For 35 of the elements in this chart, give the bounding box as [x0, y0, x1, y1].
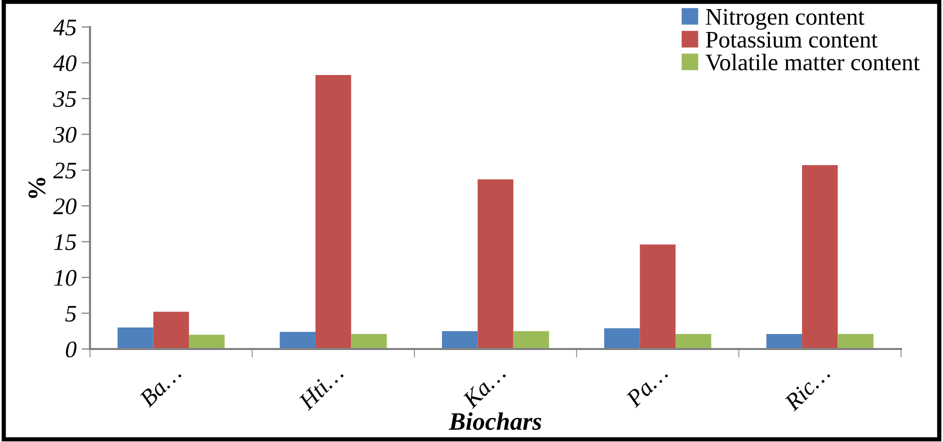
legend-label: Nitrogen content	[706, 9, 864, 30]
y-tick-label: 30	[53, 126, 77, 143]
x-tick-label: Ba…	[138, 364, 182, 408]
y-tick-label: 20	[53, 198, 77, 214]
x-tick-label: Hti…	[297, 364, 344, 412]
bar	[188, 334, 225, 349]
x-axis-title: Biochars	[448, 412, 542, 430]
bar	[838, 334, 874, 349]
bar	[478, 179, 514, 349]
bar	[153, 312, 189, 349]
bar	[513, 331, 550, 349]
y-tick-label: 35	[53, 91, 76, 107]
bar	[442, 331, 478, 349]
bar	[676, 334, 712, 349]
y-tick-label: 10	[54, 270, 77, 286]
bar	[640, 244, 676, 349]
y-axis-title: %	[28, 178, 46, 198]
y-tick-label: 40	[53, 55, 77, 72]
bar	[118, 328, 154, 349]
x-tick-label: Ric…	[783, 364, 831, 412]
legend-label: Potassium content	[706, 32, 878, 48]
y-tick-label: 5	[65, 306, 76, 322]
bar	[802, 165, 838, 349]
bar	[315, 74, 352, 349]
bar	[604, 328, 640, 349]
bar	[766, 334, 802, 349]
x-tick-label: Ka…	[462, 364, 506, 410]
x-tick-label: Pa…	[624, 364, 668, 408]
y-tick-label: 0	[66, 341, 77, 358]
bar	[280, 332, 316, 349]
y-tick-label: 25	[53, 162, 76, 179]
y-tick-label: 45	[53, 20, 76, 36]
bar	[351, 334, 387, 349]
legend-label: Volatile matter content	[706, 54, 920, 71]
y-tick-label: 15	[54, 234, 76, 250]
